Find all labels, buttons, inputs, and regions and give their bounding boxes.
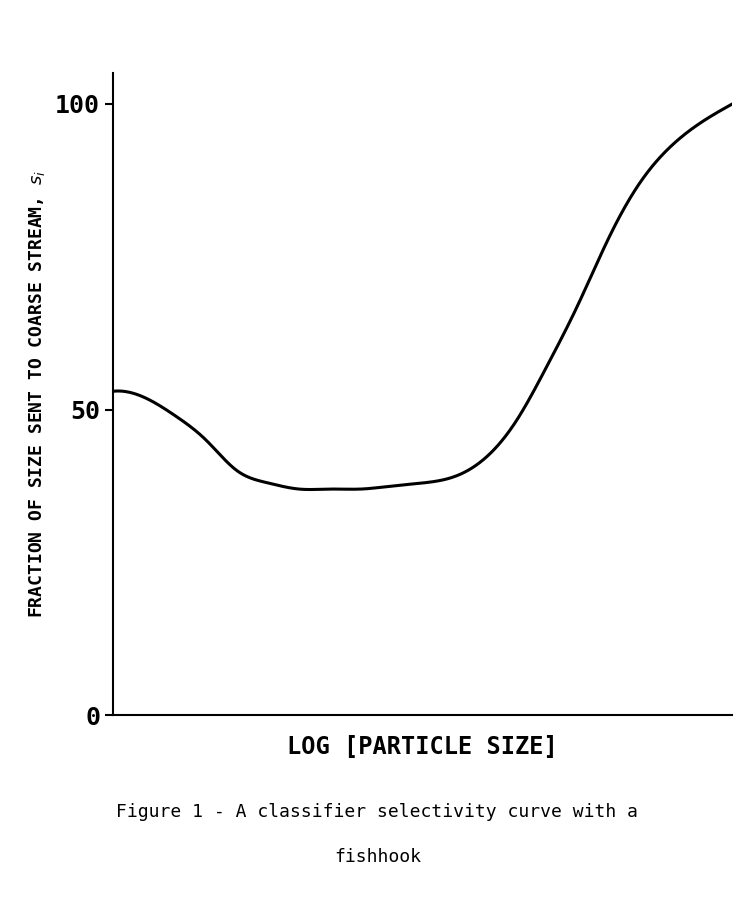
- Y-axis label: FRACTION OF SIZE SENT TO COARSE STREAM, $s_i$: FRACTION OF SIZE SENT TO COARSE STREAM, …: [26, 171, 47, 618]
- Text: fishhook: fishhook: [334, 848, 421, 867]
- X-axis label: LOG [PARTICLE SIZE]: LOG [PARTICLE SIZE]: [288, 735, 558, 758]
- Text: Figure 1 - A classifier selectivity curve with a: Figure 1 - A classifier selectivity curv…: [116, 802, 639, 821]
